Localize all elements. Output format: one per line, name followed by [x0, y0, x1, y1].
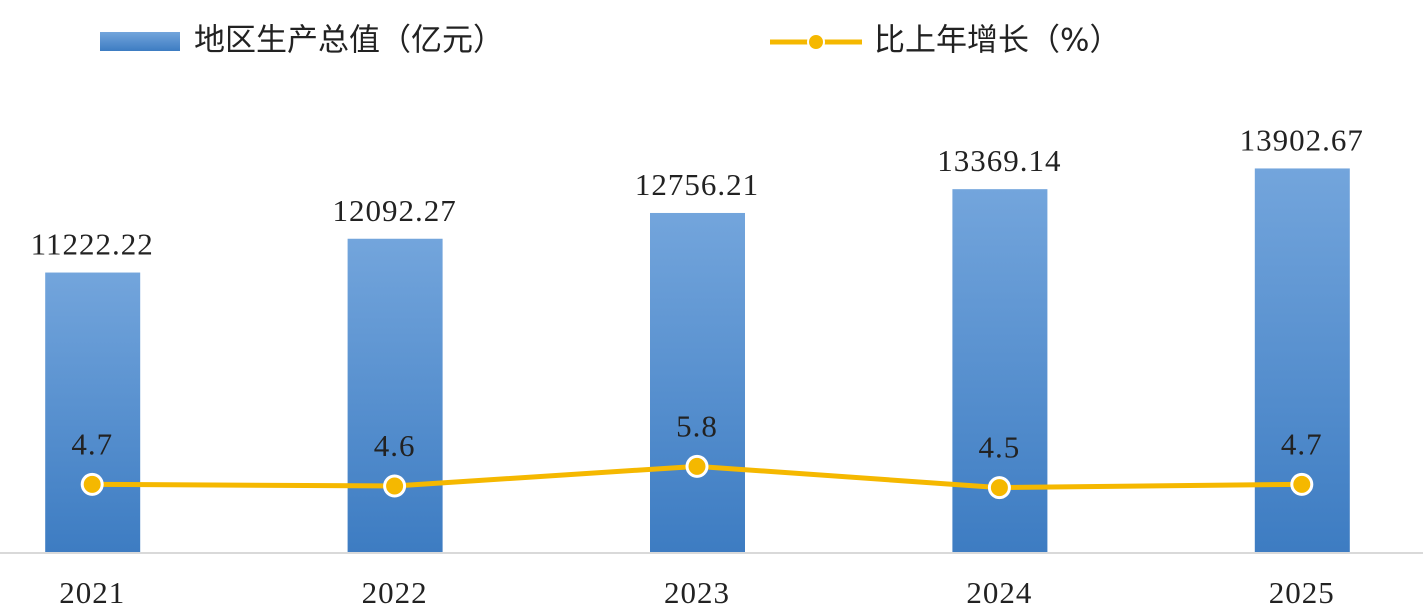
line-point	[1290, 472, 1314, 496]
value-label: 4.5	[979, 430, 1021, 465]
x-tick-label: 2024	[966, 575, 1032, 610]
value-label: 4.7	[71, 426, 113, 461]
line-point	[987, 476, 1011, 500]
bar	[650, 212, 745, 554]
value-label: 4.7	[1281, 426, 1323, 461]
legend-swatch	[807, 33, 825, 51]
x-tick-label: 2023	[664, 575, 730, 610]
x-tick-label: 2021	[59, 575, 125, 610]
line-point	[685, 454, 709, 478]
bar	[45, 272, 141, 553]
value-label: 5.8	[676, 408, 718, 443]
legend-label: 比上年增长（%）	[874, 23, 1120, 59]
value-label: 11222.22	[31, 227, 154, 262]
legend-swatch	[100, 32, 180, 51]
line-point	[80, 472, 104, 496]
x-tick-label: 2025	[1269, 575, 1335, 610]
value-label: 4.6	[374, 428, 416, 463]
legend: 地区生产总值（亿元） 比上年增长（%）	[100, 23, 1120, 59]
value-label: 12756.21	[635, 167, 759, 202]
x-tick-label: 2022	[362, 575, 428, 610]
value-label: 12092.27	[332, 193, 456, 228]
bar	[347, 238, 443, 553]
line-point	[383, 474, 407, 498]
legend-label: 地区生产总值（亿元）	[194, 23, 504, 59]
value-label: 13369.14	[937, 143, 1061, 178]
value-label: 13902.67	[1240, 122, 1364, 157]
